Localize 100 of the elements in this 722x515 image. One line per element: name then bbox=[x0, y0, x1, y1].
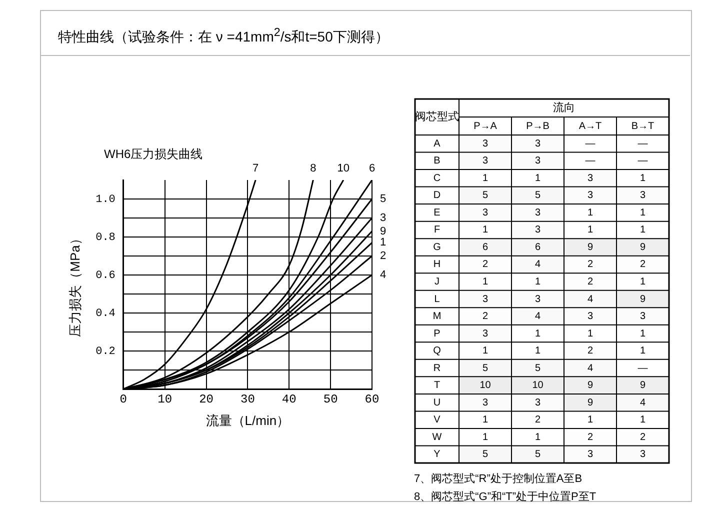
data-label: 1 bbox=[482, 276, 488, 288]
data-label: 2 bbox=[587, 432, 594, 443]
series-label: 2 bbox=[380, 250, 386, 262]
x-tick-label: B→T bbox=[631, 120, 654, 132]
data-label: 4 bbox=[640, 397, 646, 408]
x-tick-label: 10 bbox=[158, 392, 172, 406]
series-label: 8 bbox=[310, 162, 316, 175]
data-label: 1 bbox=[640, 414, 646, 426]
x-tick-label: P→A bbox=[474, 120, 498, 132]
text: 8、阀芯型式“G”和“T”处于中位置P至T bbox=[414, 490, 598, 505]
y-tick-label: 0.2 bbox=[96, 346, 116, 358]
chart-subtitle: WH6压力损失曲线 bbox=[104, 146, 203, 163]
data-label: 3 bbox=[482, 156, 488, 167]
series-label: 3 bbox=[380, 212, 386, 224]
x-axis-title: 流量（L/min） bbox=[206, 412, 290, 428]
y-axis-title: 压力损失（MPa） bbox=[67, 232, 82, 337]
text: — bbox=[638, 156, 648, 167]
chart-title: 特性曲线（试验条件：在 ν =41mm$^{2}$/s和t=50下测得） bbox=[58, 26, 390, 47]
data-label: 1 bbox=[640, 328, 646, 340]
y-tick-label: 0.4 bbox=[96, 308, 116, 320]
data-label: 9 bbox=[587, 380, 594, 392]
x-tick-label: 60 bbox=[364, 392, 380, 406]
data-label: 5 bbox=[534, 449, 541, 460]
x-tick-label: 0 bbox=[120, 392, 128, 406]
y-tick-label: P bbox=[434, 328, 441, 340]
y-tick-label: T bbox=[434, 380, 440, 392]
data-label: 3 bbox=[534, 224, 541, 236]
data-label: 1 bbox=[482, 432, 488, 443]
data-label: 5 bbox=[482, 362, 488, 374]
data-label: 1 bbox=[534, 432, 541, 443]
data-label: 2 bbox=[587, 259, 594, 270]
y-tick-label: B bbox=[434, 156, 441, 167]
data-label: 1 bbox=[640, 224, 646, 236]
data-label: 1 bbox=[640, 276, 646, 288]
y-tick-label: A bbox=[434, 138, 441, 150]
data-label: 9 bbox=[587, 397, 594, 408]
data-label: 9 bbox=[640, 294, 646, 305]
data-label: 1 bbox=[534, 328, 541, 340]
data-label: 9 bbox=[587, 242, 594, 253]
y-tick-label: V bbox=[434, 414, 441, 426]
series-label: 1 bbox=[380, 236, 386, 249]
data-label: 1 bbox=[587, 414, 594, 426]
data-label: 3 bbox=[534, 207, 541, 218]
x-tick-label: 40 bbox=[282, 392, 296, 406]
data-label: 2 bbox=[482, 311, 488, 322]
text: — bbox=[638, 138, 648, 150]
y-tick-label: D bbox=[433, 190, 441, 202]
y-tick-label: U bbox=[433, 397, 441, 408]
text: — bbox=[585, 138, 596, 150]
data-label: 5 bbox=[534, 190, 541, 202]
data-label: 3 bbox=[482, 294, 488, 305]
series-label: 10 bbox=[337, 162, 350, 175]
x-tick-label: 30 bbox=[240, 392, 255, 406]
y-tick-label: F bbox=[434, 224, 440, 236]
data-label: 3 bbox=[587, 172, 594, 184]
data-label: 4 bbox=[534, 259, 541, 270]
data-label: 3 bbox=[482, 207, 488, 218]
data-label: 9 bbox=[640, 242, 646, 253]
data-label: 3 bbox=[534, 397, 541, 408]
data-label: 2 bbox=[587, 346, 594, 357]
data-label: 10 bbox=[532, 380, 544, 392]
y-axis-title: 阀芯型式 bbox=[415, 110, 459, 124]
data-label: 6 bbox=[534, 242, 541, 253]
series-label: 5 bbox=[380, 193, 386, 206]
text: 7、阀芯型式“R”处于控制位置A至B bbox=[414, 472, 584, 487]
y-tick-label: 0.6 bbox=[96, 270, 116, 282]
data-label: 5 bbox=[482, 449, 488, 460]
data-label: 2 bbox=[482, 259, 488, 270]
data-label: 1 bbox=[534, 276, 541, 288]
data-label: 9 bbox=[640, 380, 646, 392]
data-label: 1 bbox=[587, 224, 594, 236]
data-label: 4 bbox=[587, 294, 594, 305]
data-label: 6 bbox=[482, 242, 488, 253]
data-label: 3 bbox=[534, 156, 541, 167]
data-label: 3 bbox=[640, 449, 646, 460]
data-label: 2 bbox=[587, 276, 594, 288]
data-label: 5 bbox=[534, 362, 541, 374]
data-label: 3 bbox=[482, 138, 488, 150]
series-label: 7 bbox=[252, 162, 259, 175]
data-label: 10 bbox=[480, 380, 492, 392]
y-tick-label: J bbox=[434, 276, 440, 288]
series-label: 6 bbox=[368, 162, 376, 175]
series-label: 4 bbox=[380, 269, 386, 282]
data-label: 1 bbox=[640, 207, 646, 218]
data-label: 3 bbox=[482, 328, 488, 340]
y-tick-label: R bbox=[433, 362, 441, 374]
data-label: 2 bbox=[640, 259, 646, 270]
data-label: 1 bbox=[640, 172, 646, 184]
y-tick-label: G bbox=[433, 242, 442, 253]
text: — bbox=[638, 362, 648, 374]
data-label: 3 bbox=[640, 311, 646, 322]
data-label: 2 bbox=[534, 414, 541, 426]
y-tick-label: C bbox=[433, 172, 441, 184]
x-tick-label: A→T bbox=[578, 120, 602, 132]
data-label: 2 bbox=[640, 432, 646, 443]
x-tick-label: P→B bbox=[526, 120, 550, 132]
data-label: 3 bbox=[587, 311, 594, 322]
text: — bbox=[585, 156, 596, 167]
y-tick-label: W bbox=[432, 432, 442, 443]
data-label: 3 bbox=[640, 190, 646, 202]
